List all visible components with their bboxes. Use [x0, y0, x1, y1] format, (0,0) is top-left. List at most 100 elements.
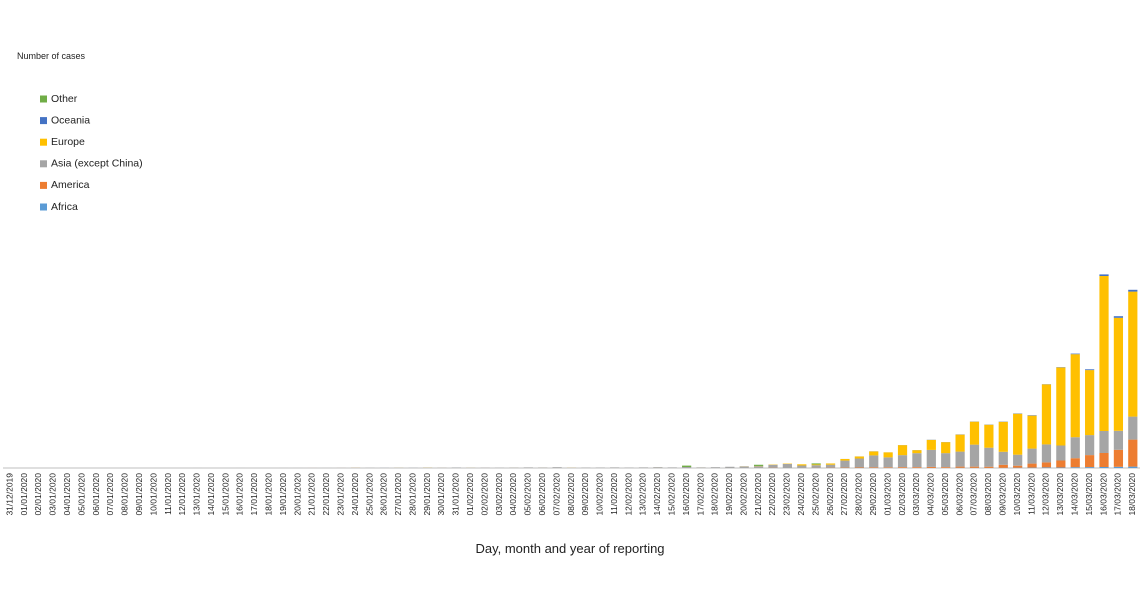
bar-segment: [610, 467, 620, 468]
x-tick-label: 23/01/2020: [335, 473, 345, 516]
x-tick-label: 12/01/2020: [177, 473, 187, 516]
x-tick-label: 26/01/2020: [379, 473, 389, 516]
bar-segment: [969, 444, 980, 467]
x-tick-label: 11/02/2020: [609, 473, 619, 515]
legend-label: Oceania: [51, 114, 90, 126]
bar-segment: [811, 463, 821, 465]
x-tick-label: 02/01/2020: [33, 473, 43, 516]
bar-segment: [782, 464, 792, 468]
bar-segment: [883, 467, 893, 468]
bar-segment: [883, 452, 893, 458]
x-tick-label: 13/03/2020: [1055, 473, 1065, 516]
x-tick-label: 08/01/2020: [120, 473, 130, 516]
legend-label: Other: [51, 93, 78, 105]
bar-segment: [854, 467, 864, 468]
bar-segment: [811, 464, 821, 466]
x-tick-label: 16/03/2020: [1098, 473, 1108, 516]
bar-segment: [1085, 369, 1095, 371]
x-tick-label: 10/03/2020: [1012, 473, 1022, 516]
x-tick-label: 23/02/2020: [782, 473, 792, 516]
bar-segment: [854, 456, 864, 459]
x-tick-label: 03/01/2020: [48, 473, 58, 516]
x-tick-label: 03/02/2020: [494, 473, 504, 516]
x-tick-label: 09/01/2020: [134, 473, 144, 516]
x-tick-label: 13/01/2020: [192, 473, 202, 516]
x-tick-label: 22/02/2020: [767, 473, 777, 516]
bar-segment: [1113, 449, 1124, 467]
bar-segment: [1013, 454, 1023, 466]
x-tick-label: 24/02/2020: [796, 473, 806, 516]
x-tick-label: 04/02/2020: [508, 473, 518, 516]
x-tick-label: 16/02/2020: [681, 473, 691, 516]
x-tick-label: 12/03/2020: [1041, 473, 1051, 516]
bar-segment: [1070, 458, 1080, 468]
x-tick-label: 04/01/2020: [62, 473, 72, 516]
x-tick-label: 31/01/2020: [451, 473, 461, 516]
x-tick-label: 21/02/2020: [753, 473, 763, 516]
x-tick-label: 05/01/2020: [76, 473, 86, 516]
x-tick-label: 12/02/2020: [623, 473, 633, 516]
bar-segment: [1128, 289, 1138, 292]
bar-segment: [883, 457, 893, 468]
bar-segment: [1099, 453, 1109, 467]
bar-segment: [1070, 353, 1080, 355]
x-tick-label: 29/01/2020: [422, 473, 432, 516]
bar-segment: [538, 467, 548, 468]
x-tick-label: 04/03/2020: [926, 473, 936, 516]
bar-segment: [638, 467, 649, 468]
x-tick-label: 15/02/2020: [666, 473, 676, 516]
bar-segment: [897, 467, 908, 468]
x-tick-label: 01/03/2020: [882, 473, 892, 516]
bar-segment: [869, 455, 879, 468]
bar-segment: [797, 465, 807, 468]
bar-segment: [1085, 455, 1095, 468]
legend-swatch: [40, 203, 47, 211]
x-tick-label: 14/01/2020: [206, 473, 216, 516]
x-tick-label: 06/02/2020: [537, 473, 547, 516]
bar-segment: [912, 453, 922, 468]
x-tick-label: 19/02/2020: [724, 473, 734, 516]
bar-segment: [725, 466, 735, 468]
x-tick-label: 22/01/2020: [321, 473, 331, 516]
bar-segment: [912, 450, 922, 454]
x-tick-label: 11/01/2020: [163, 473, 173, 515]
x-tick-label: 20/01/2020: [292, 473, 302, 516]
x-tick-label: 21/01/2020: [307, 473, 317, 516]
x-tick-label: 07/02/2020: [551, 473, 561, 516]
bar-segment: [926, 466, 936, 468]
bar-segment: [926, 449, 936, 467]
x-tick-label: 20/02/2020: [738, 473, 748, 516]
x-tick-label: 07/01/2020: [105, 473, 115, 516]
bar-segment: [1128, 439, 1138, 467]
bar-segment: [825, 463, 836, 465]
bar-segment: [552, 467, 562, 468]
bar-segment: [998, 464, 1008, 468]
legend-label: Europe: [51, 136, 85, 148]
bar-segment: [984, 466, 994, 468]
bar-segment: [1113, 430, 1124, 450]
bar-segment: [998, 421, 1008, 452]
x-tick-label: 08/03/2020: [983, 473, 993, 516]
bar-segment: [1113, 466, 1124, 468]
bar-segment: [1085, 435, 1095, 456]
x-tick-label: 06/03/2020: [954, 473, 964, 516]
bar-segment: [768, 464, 778, 468]
x-tick-label: 03/03/2020: [911, 473, 921, 516]
bar-segment: [667, 467, 677, 468]
bar-segment: [1041, 462, 1052, 468]
x-tick-label: 31/12/2019: [4, 473, 14, 516]
x-tick-label: 10/01/2020: [148, 473, 158, 516]
bar-segment: [969, 466, 980, 468]
x-tick-label: 09/02/2020: [580, 473, 590, 516]
legend-swatch: [40, 138, 47, 146]
x-tick-label: 30/01/2020: [436, 473, 446, 516]
x-tick-label: 15/03/2020: [1084, 473, 1094, 516]
bar-segment: [1099, 276, 1109, 431]
x-tick-label: 02/02/2020: [479, 473, 489, 516]
bar-segment: [710, 467, 721, 468]
legend-label: Asia (except China): [51, 158, 143, 170]
legend-swatch: [40, 160, 47, 168]
x-tick-label: 28/02/2020: [854, 473, 864, 516]
bar-segment: [1085, 370, 1095, 436]
x-tick-label: 17/02/2020: [695, 473, 705, 516]
